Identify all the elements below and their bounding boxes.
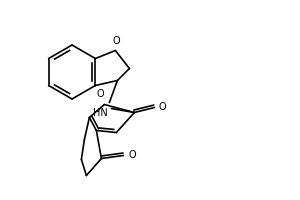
Text: O: O <box>128 151 136 161</box>
Text: HN: HN <box>93 108 107 118</box>
Text: O: O <box>97 88 104 99</box>
Text: O: O <box>158 102 166 112</box>
Text: O: O <box>112 36 120 46</box>
